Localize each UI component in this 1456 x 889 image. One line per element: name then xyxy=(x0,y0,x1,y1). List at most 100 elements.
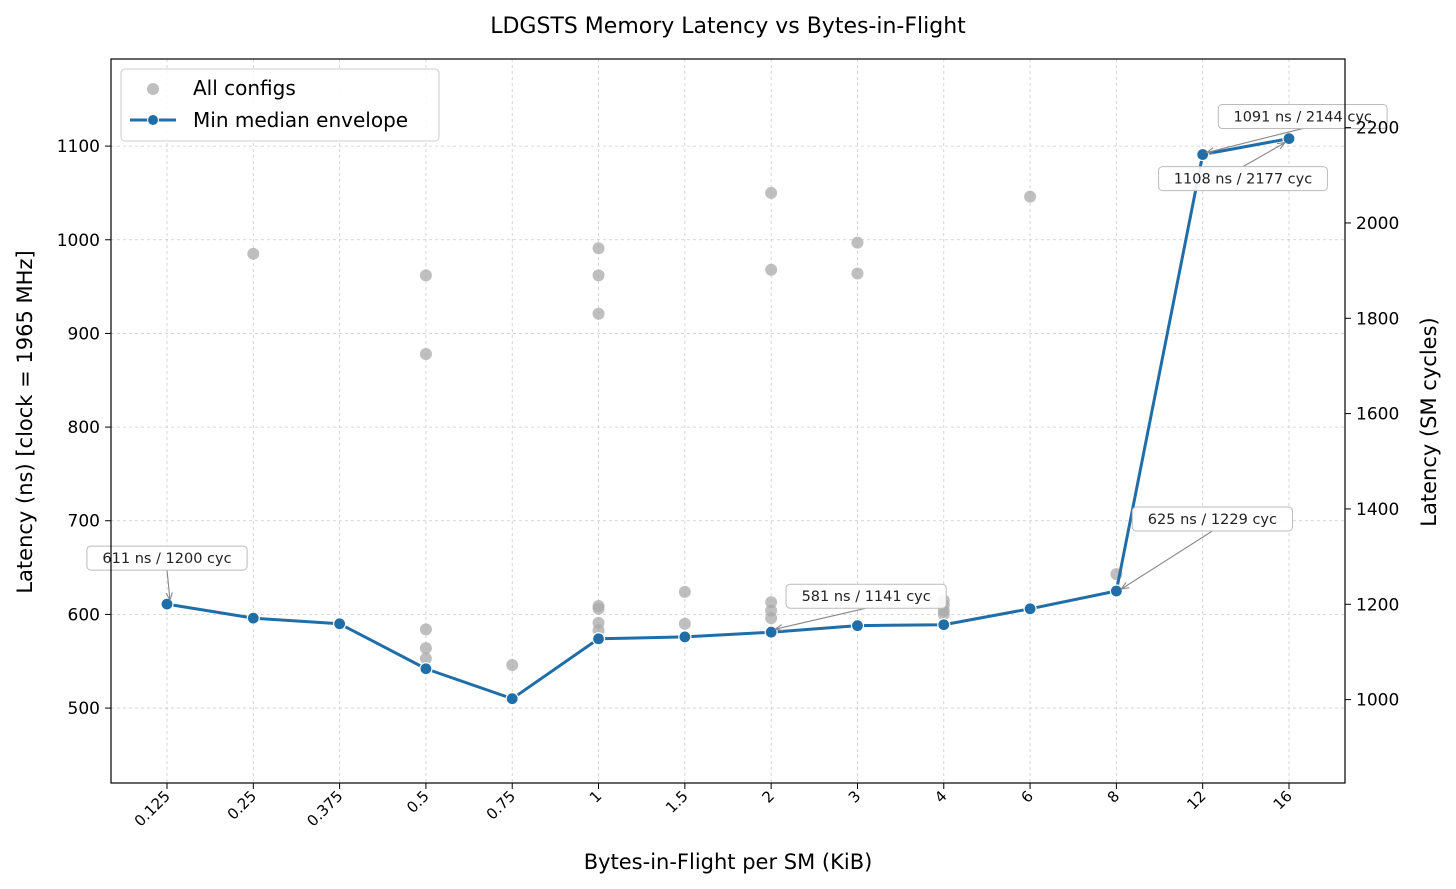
y-tick-label-right: 2000 xyxy=(1356,214,1399,234)
y-axis-label: Latency (ns) [clock = 1965 MHz] xyxy=(13,250,37,593)
y-tick-label: 600 xyxy=(68,605,100,625)
envelope-line xyxy=(166,137,1290,701)
legend-marker-envelope xyxy=(147,114,159,126)
y-tick-label: 800 xyxy=(68,418,100,438)
y-tick-label-right: 1400 xyxy=(1356,500,1399,520)
envelope-point xyxy=(1282,132,1296,146)
x-tick-label: 0.375 xyxy=(303,787,346,830)
x-tick-label: 4 xyxy=(931,787,950,806)
annotation-arrow xyxy=(166,570,171,601)
legend: All configs Min median envelope xyxy=(120,68,440,142)
envelope-point xyxy=(764,625,778,639)
y-tick-label-right: 1000 xyxy=(1356,691,1399,711)
y-tick-label-right: 2200 xyxy=(1356,119,1399,139)
annotation-arrow xyxy=(1242,142,1286,168)
scatter-point xyxy=(592,602,605,615)
x-tick-label: 1.5 xyxy=(662,787,692,817)
x-tick-label: 0.25 xyxy=(224,787,260,823)
annotation: 1108 ns / 2177 cyc xyxy=(1158,141,1328,192)
annotation-box xyxy=(86,545,248,571)
x-tick-label: 3 xyxy=(845,787,864,806)
annotations: 611 ns / 1200 cyc 581 ns / 1141 cyc 625 ns… xyxy=(86,104,1388,632)
legend-marker-all-configs xyxy=(147,83,159,95)
annotation-box xyxy=(1131,506,1293,532)
scatter-series-all-configs xyxy=(161,132,1295,705)
annotation-label: 611 ns / 1200 cyc xyxy=(102,551,231,567)
legend-label-all-configs: All configs xyxy=(193,76,296,100)
x-tick-label: 12 xyxy=(1183,787,1209,813)
scatter-point xyxy=(765,263,778,276)
scatter-point xyxy=(937,608,950,621)
scatter-point xyxy=(419,652,432,665)
envelope-point xyxy=(1196,147,1210,162)
annotation-arrow xyxy=(1121,530,1213,590)
scatter-point xyxy=(1024,190,1037,203)
scatter-point xyxy=(506,658,519,671)
scatter-point xyxy=(765,186,778,199)
scatter-point xyxy=(592,242,605,255)
y-tick-label-right: 1600 xyxy=(1356,405,1399,425)
axes: 0.125 0.25 0.375 0.5 0.75 1 1.5 2 3 4 6 8 12 16 500 600… xyxy=(57,119,1400,831)
x-tick-label: 6 xyxy=(1017,787,1036,806)
scatter-point xyxy=(419,348,432,361)
scatter-point xyxy=(851,236,864,249)
y-tick-label-right: 1800 xyxy=(1356,309,1399,329)
annotation-label: 625 ns / 1229 cyc xyxy=(1148,512,1277,528)
chart-title: LDGSTS Memory Latency vs Bytes-in-Flight xyxy=(490,14,966,39)
scatter-point xyxy=(678,585,691,598)
legend-box xyxy=(120,68,440,142)
annotation-arrow xyxy=(775,607,867,630)
annotation-arrowhead xyxy=(1120,582,1130,590)
scatter-point xyxy=(592,269,605,282)
envelope-point xyxy=(678,630,692,644)
x-tick-label: 0.125 xyxy=(131,787,174,830)
x-tick-label: 16 xyxy=(1270,787,1296,813)
envelope-point xyxy=(1109,584,1123,598)
scatter-point xyxy=(765,596,778,609)
scatter-point xyxy=(419,642,432,655)
scatter-point xyxy=(678,617,691,630)
scatter-point xyxy=(592,307,605,320)
envelope-point xyxy=(937,618,951,632)
annotation-box xyxy=(1158,166,1328,192)
envelope-point xyxy=(505,692,519,706)
x-tick-label: 2 xyxy=(759,787,778,806)
envelope-point xyxy=(850,619,865,633)
legend-label-envelope: Min median envelope xyxy=(193,108,408,132)
envelope-point xyxy=(333,617,347,631)
y-tick-label: 900 xyxy=(68,324,100,344)
annotation-box xyxy=(785,583,947,609)
x-tick-label: 0.5 xyxy=(403,787,433,817)
y-tick-label: 700 xyxy=(68,512,100,532)
scatter-point xyxy=(851,267,864,280)
x-axis-label: Bytes-in-Flight per SM (KiB) xyxy=(584,850,873,874)
y-axis-label-right: Latency (SM cycles) xyxy=(1417,317,1441,526)
scatter-point xyxy=(419,269,432,282)
x-tick-label: 8 xyxy=(1104,787,1123,806)
annotation-arrowhead xyxy=(773,624,784,632)
envelope-point xyxy=(591,632,606,646)
plot-frame xyxy=(110,58,1346,784)
annotation: 611 ns / 1200 cyc xyxy=(86,545,248,602)
annotation: 625 ns / 1229 cyc xyxy=(1120,506,1293,590)
envelope-point xyxy=(419,662,433,676)
scatter-point xyxy=(419,623,432,636)
y-tick-label-right: 1200 xyxy=(1356,595,1399,615)
x-tick-label: 1 xyxy=(586,787,605,806)
line-series-min-median-envelope xyxy=(160,132,1296,706)
y-tick-label: 1100 xyxy=(57,137,100,157)
envelope-point xyxy=(246,611,260,625)
annotation-arrowhead xyxy=(165,592,173,602)
annotation-label: 1091 ns / 2144 cyc xyxy=(1233,110,1371,126)
scatter-point xyxy=(247,247,260,260)
annotation-arrowhead xyxy=(1205,147,1215,155)
x-tick-label: 0.75 xyxy=(483,787,519,823)
annotation: 581 ns / 1141 cyc xyxy=(773,583,947,632)
annotation-arrow xyxy=(1206,128,1303,154)
y-tick-label: 500 xyxy=(68,699,100,719)
annotation-label: 1108 ns / 2177 cyc xyxy=(1174,172,1312,188)
annotation-label: 581 ns / 1141 cyc xyxy=(802,589,931,605)
annotation-arrowhead xyxy=(1276,141,1287,150)
